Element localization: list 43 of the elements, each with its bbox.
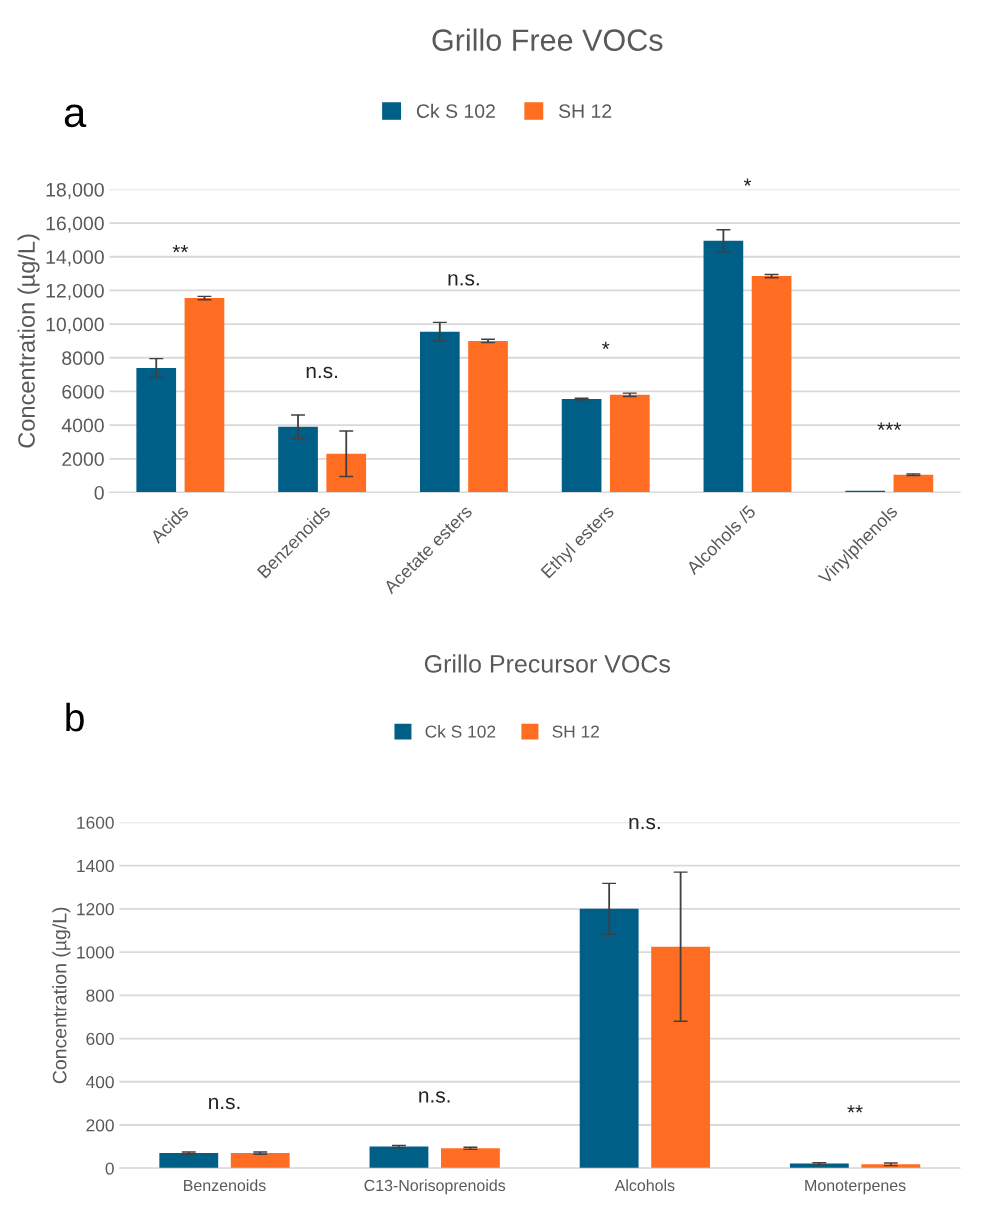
y-tick-label: 6000 bbox=[62, 384, 104, 399]
y-tick-label: 2000 bbox=[62, 452, 104, 467]
y-tick-label: 1000 bbox=[77, 946, 114, 959]
x-tick-label: Monoterpenes bbox=[805, 1179, 906, 1195]
y-tick-label: 1400 bbox=[77, 859, 114, 873]
annotation: ** bbox=[172, 244, 189, 253]
legend-label: SH 12 bbox=[552, 725, 599, 738]
legend-label: Ck S 102 bbox=[425, 725, 496, 738]
y-tick-label: 1600 bbox=[77, 816, 114, 829]
y-axis-title: Concentration (µg/L) bbox=[52, 907, 71, 1084]
y-tick-label: 1200 bbox=[77, 903, 114, 916]
legend-label: Ck S 102 bbox=[416, 103, 495, 119]
y-tick-label: 0 bbox=[105, 1162, 114, 1175]
text: b bbox=[66, 702, 84, 732]
annotation: *** bbox=[877, 422, 902, 430]
x-tick-label: C13-Norisoprenoids bbox=[364, 1179, 506, 1195]
annotation: n.s. bbox=[306, 366, 338, 379]
chart-title: Grillo Precursor VOCs bbox=[424, 654, 670, 673]
y-tick-label: 18,000 bbox=[46, 182, 104, 199]
annotation: * bbox=[601, 341, 610, 350]
y-tick-label: 600 bbox=[86, 1032, 114, 1046]
y-tick-label: 12,000 bbox=[46, 283, 104, 300]
y-tick-label: 10,000 bbox=[46, 317, 104, 334]
y-tick-label: 400 bbox=[85, 1075, 114, 1089]
y-tick-label: 14,000 bbox=[46, 250, 104, 267]
y-tick-label: 8000 bbox=[62, 351, 104, 366]
y-tick-label: 200 bbox=[86, 1119, 114, 1132]
y-tick-label: 0 bbox=[94, 485, 104, 500]
annotation: n.s. bbox=[629, 817, 660, 830]
annotation: n.s. bbox=[419, 1091, 450, 1103]
annotation: n.s. bbox=[209, 1097, 240, 1110]
x-tick-label: Alcohols bbox=[614, 1179, 675, 1192]
annotation: n.s. bbox=[448, 274, 479, 286]
chart-title: Grillo Free VOCs bbox=[432, 28, 663, 51]
y-tick-label: 800 bbox=[86, 989, 114, 1002]
y-axis-title: Concentration (µg/L) bbox=[17, 234, 40, 448]
annotation: ** bbox=[847, 1105, 863, 1113]
y-tick-label: 16,000 bbox=[46, 216, 104, 233]
text: * bbox=[743, 178, 752, 186]
legend-label: SH 12 bbox=[558, 104, 612, 119]
x-tick-label: Benzenoids bbox=[184, 1179, 266, 1192]
text: a bbox=[64, 104, 87, 128]
y-tick-label: 4000 bbox=[61, 418, 104, 433]
